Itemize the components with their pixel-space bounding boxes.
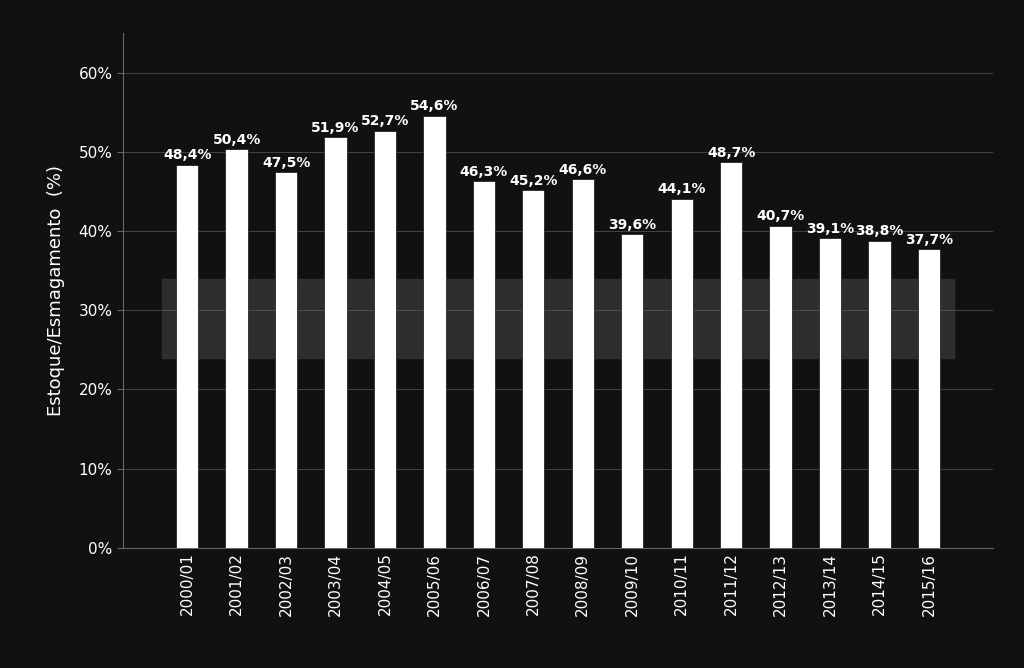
Y-axis label: Estoque/Esmagamento  (%): Estoque/Esmagamento (%) (46, 165, 65, 416)
Bar (819, 238, 841, 548)
Text: 47,5%: 47,5% (262, 156, 310, 170)
Bar (720, 162, 742, 548)
Bar (473, 182, 495, 548)
Bar (176, 165, 199, 548)
Text: 45,2%: 45,2% (509, 174, 558, 188)
Text: 40,7%: 40,7% (757, 209, 805, 223)
Bar (918, 249, 940, 548)
Bar (671, 199, 693, 548)
Text: 52,7%: 52,7% (360, 114, 410, 128)
Text: 51,9%: 51,9% (311, 121, 359, 135)
Text: 37,7%: 37,7% (905, 233, 953, 247)
Text: 48,4%: 48,4% (163, 148, 211, 162)
Bar (163, 279, 953, 358)
Text: 44,1%: 44,1% (657, 182, 706, 196)
Text: 54,6%: 54,6% (411, 100, 459, 114)
Bar (868, 240, 891, 548)
Bar (522, 190, 545, 548)
Text: 38,8%: 38,8% (855, 224, 904, 238)
Text: 39,1%: 39,1% (806, 222, 854, 236)
Bar (622, 234, 643, 548)
Text: 50,4%: 50,4% (212, 132, 261, 146)
Bar (423, 116, 445, 548)
Bar (275, 172, 297, 548)
Bar (374, 131, 396, 548)
Bar (769, 226, 792, 548)
Text: 39,6%: 39,6% (608, 218, 656, 232)
Text: 46,3%: 46,3% (460, 165, 508, 179)
Bar (325, 137, 347, 548)
Bar (571, 179, 594, 548)
Text: 48,7%: 48,7% (707, 146, 756, 160)
Bar (225, 149, 248, 548)
Text: 46,6%: 46,6% (559, 162, 607, 176)
